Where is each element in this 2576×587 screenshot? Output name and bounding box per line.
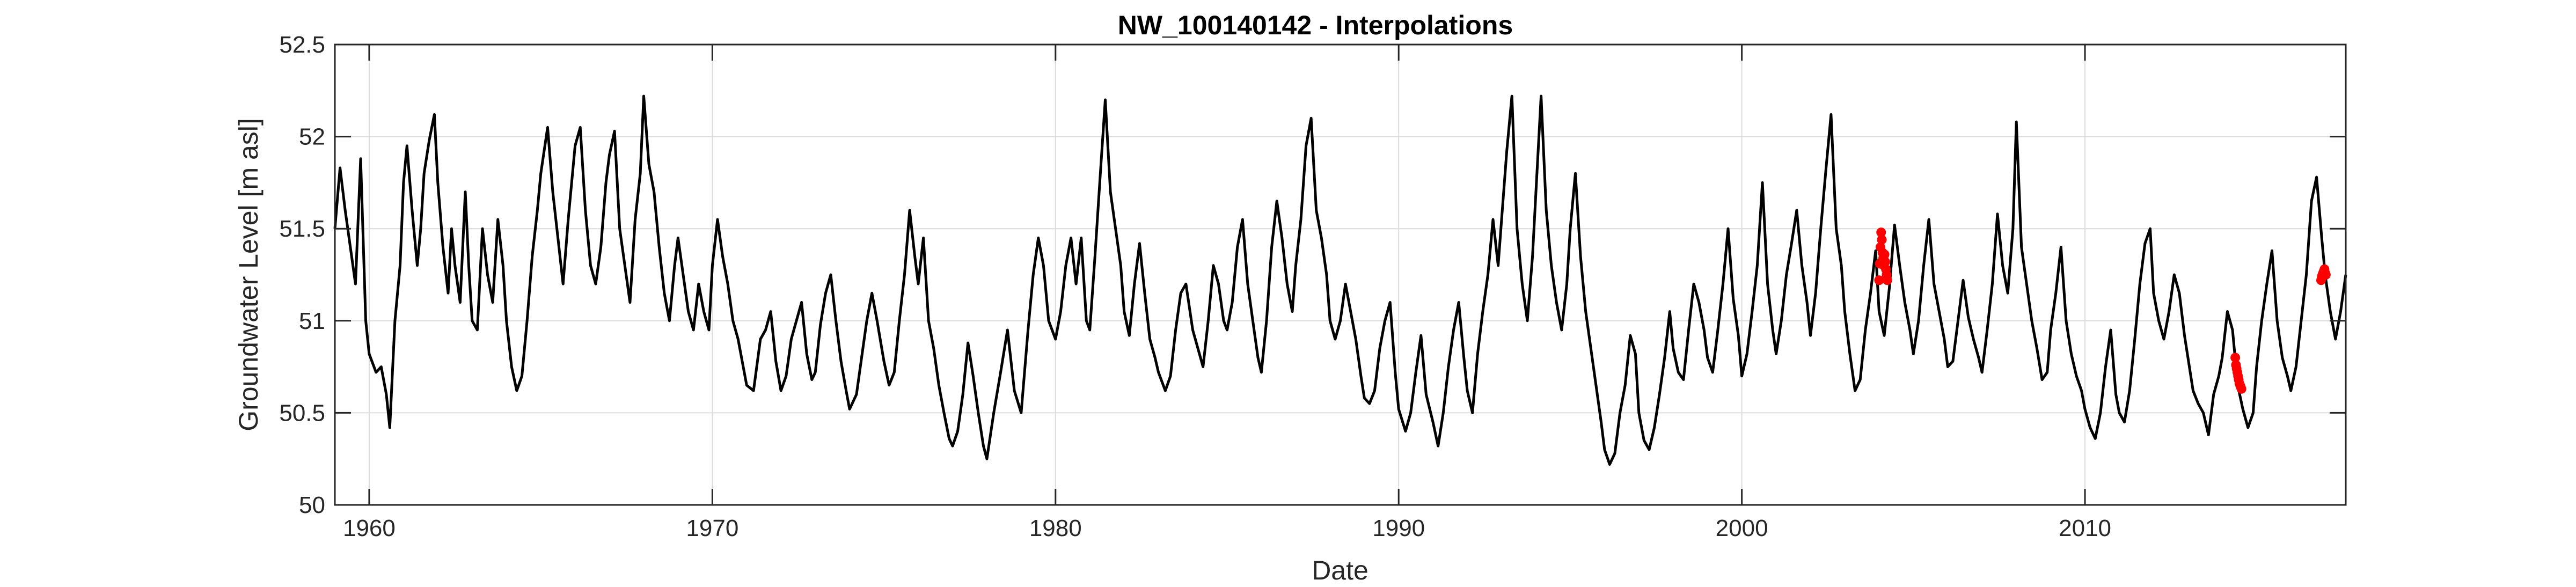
y-tick-label: 52.5: [279, 32, 325, 58]
interpolation-point: [2236, 384, 2246, 394]
groundwater-level-line: [333, 94, 2347, 466]
x-axis-title: Date: [1312, 555, 1368, 585]
plot-frame: [334, 43, 2347, 506]
y-axis-title: Groundwater Level [m asl]: [233, 118, 264, 431]
interpolation-point: [1880, 256, 1890, 267]
interpolation-point: [1874, 275, 1884, 285]
y-tick-label: 50: [299, 492, 325, 518]
interpolation-point: [2230, 353, 2241, 363]
interpolation-point: [1877, 234, 1887, 245]
interpolation-point: [1882, 275, 1892, 285]
chart-title: NW_100140142 - Interpolations: [1118, 10, 1513, 40]
interpolation-point: [2321, 270, 2331, 280]
plot-area: [335, 45, 2346, 505]
axis-ticks: 1960 1970 1980 1990 2000 2010 50 50.5 51 51.5 52 52…: [279, 32, 2346, 541]
x-tick-label: 1980: [1029, 515, 1082, 541]
y-tick-label: 52: [299, 124, 325, 150]
x-tick-label: 2000: [1716, 515, 1768, 541]
y-tick-label: 51.5: [279, 216, 325, 242]
series-layer: [333, 94, 2347, 466]
y-tick-label: 51: [299, 308, 325, 334]
interpolation-point: [1879, 250, 1890, 260]
x-tick-label: 2010: [2059, 515, 2111, 541]
interpolation-point: [1876, 228, 1886, 238]
x-tick-label: 1990: [1372, 515, 1425, 541]
x-tick-label: 1960: [343, 515, 396, 541]
y-tick-label: 50.5: [279, 400, 325, 426]
x-tick-label: 1970: [686, 515, 738, 541]
